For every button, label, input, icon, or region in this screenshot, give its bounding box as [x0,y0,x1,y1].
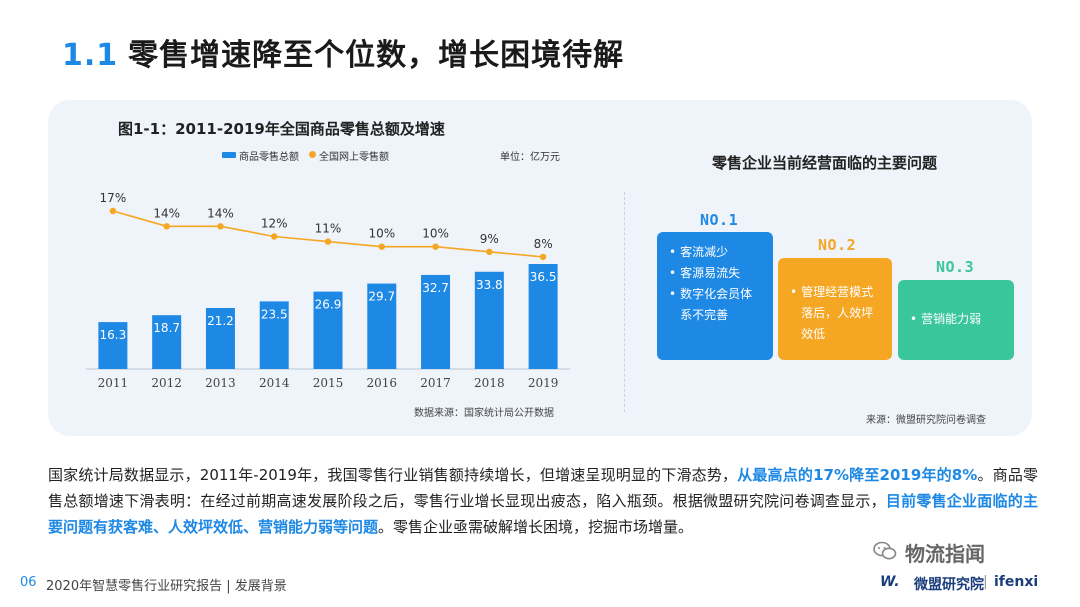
growth-point-2018 [486,248,493,255]
bar-label-2016: 29.7 [368,290,395,304]
growth-label-2014: 12% [261,217,288,231]
bar-label-2013: 21.2 [207,314,234,328]
section-number: 1.1 [62,38,119,73]
bar-2012 [152,315,182,369]
problem-box-1: • 客流减少 • 客源易流失 • 数字化会员体系不完善 [657,232,773,360]
problem-box-3: • 营销能力弱 [898,280,1014,360]
chart-source: 数据来源：国家统计局公开数据 [414,408,554,419]
legend-label-online-retail: 全国网上零售额 [319,152,389,163]
watermark-text: 物流指闻 [905,542,985,566]
page-title: 1.1 零售增速降至个位数，增长困境待解 [62,30,624,74]
x-tick-2014: 2014 [259,376,290,390]
bar-2015 [313,291,343,369]
problem-2-point-1: • 管理经营模式落后，人效坪效低 [790,285,874,341]
weimob-logo-text: 微盟研究院 [914,577,984,593]
panel-divider [624,192,625,412]
growth-point-2011 [109,207,117,215]
problem-1-point-1: • 客流减少 [669,245,729,259]
wechat-icon [873,541,897,560]
report-name: 2020年智慧零售行业研究报告 | 发展背景 [46,579,287,594]
growth-label-2012: 14% [153,206,180,220]
bar-2016 [367,283,397,369]
growth-point-2012 [163,223,170,230]
x-tick-2019: 2019 [528,376,559,390]
bar-label-2017: 32.7 [422,281,449,295]
x-tick-2017: 2017 [420,376,451,390]
page-number: 06 [20,575,37,590]
bar-label-2014: 23.5 [261,307,288,321]
chart-unit: 单位：亿万元 [500,152,560,163]
rank-no2: NO.2 [818,236,857,254]
ifenxi-logo: ifenxi [994,574,1039,590]
x-tick-2012: 2012 [151,376,182,390]
x-tick-2013: 2013 [205,376,236,390]
legend-label-retail-total: 商品零售总额 [239,152,299,163]
growth-label-2018: 9% [480,232,499,246]
growth-point-2016 [378,243,385,250]
growth-point-2014 [271,233,278,240]
problem-box-2: • 管理经营模式落后，人效坪效低 [778,258,892,360]
bar-label-2019: 36.5 [530,270,557,284]
legend-line-swatch [309,151,316,158]
growth-point-2013 [217,223,224,230]
problem-1-point-3: • 数字化会员体系不完善 [669,287,753,322]
weimob-logo-mark: W. [880,574,900,590]
logo-separator: | [983,574,988,590]
bar-2017 [421,274,451,369]
problems-source: 来源：微盟研究院问卷调查 [866,415,986,426]
rank-no3: NO.3 [936,258,975,276]
growth-point-2019 [539,253,547,261]
bar-2013 [205,308,235,369]
growth-label-2013: 14% [207,206,234,220]
problem-3-point-1: • 营销能力弱 [910,312,982,326]
growth-label-2019: 8% [534,237,553,251]
chart-title: 图1-1：2011-2019年全国商品零售总额及增速 [118,120,445,138]
rank-no1: NO.1 [700,211,739,229]
bar-label-2012: 18.7 [153,321,180,335]
growth-label-2011: 17% [100,191,127,205]
bar-label-2018: 33.8 [476,278,503,292]
bar-2014 [259,301,289,369]
x-tick-2011: 2011 [98,376,129,390]
growth-label-2016: 10% [368,227,395,241]
growth-point-2015 [324,238,332,245]
x-tick-2015: 2015 [313,376,344,390]
bar-label-2015: 26.9 [315,298,342,312]
bar-2018 [474,271,504,369]
bar-2011 [98,322,128,369]
legend-bar-swatch [222,152,236,158]
growth-label-2017: 10% [422,227,449,241]
body-paragraph: 国家统计局数据显示，2011年-2019年，我国零售行业销售额持续增长，但增速呈… [48,466,1038,536]
growth-point-2017 [432,243,439,250]
x-tick-2018: 2018 [474,376,505,390]
bar-2019 [528,264,558,369]
x-tick-2016: 2016 [367,376,398,390]
problem-1-point-2: • 客源易流失 [669,266,741,280]
bar-label-2011: 16.3 [100,328,127,342]
growth-label-2015: 11% [315,222,342,236]
section-title: 零售增速降至个位数，增长困境待解 [128,38,625,73]
problems-title: 零售企业当前经营面临的主要问题 [712,154,938,172]
